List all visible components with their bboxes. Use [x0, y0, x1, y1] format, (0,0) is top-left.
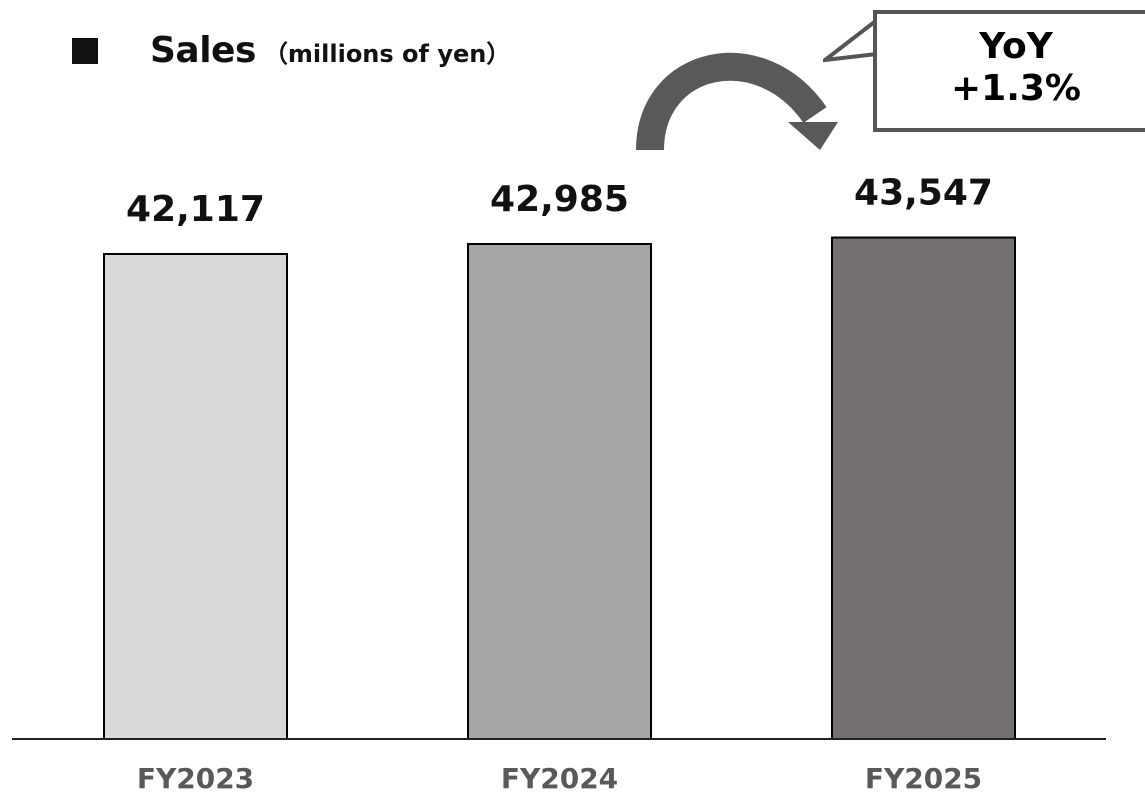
- callout-tail-icon: [823, 17, 877, 63]
- yoy-callout-label: YoY: [979, 26, 1053, 67]
- bars-group: [103, 236, 1016, 740]
- category-label-fy2025: FY2025: [865, 762, 982, 792]
- value-label-fy2025: 43,547: [854, 173, 993, 214]
- value-label-fy2024: 42,985: [490, 179, 629, 220]
- bar-fy2023: [103, 253, 288, 740]
- chart-header: Sales （millions of yen）: [72, 30, 510, 80]
- bar-fy2024: [467, 243, 652, 740]
- chart-title: Sales: [150, 30, 256, 71]
- yoy-callout-value: +1.3%: [950, 68, 1081, 109]
- category-label-fy2024: FY2024: [501, 762, 618, 792]
- chart-unit: （millions of yen）: [263, 40, 511, 68]
- category-labels-group: FY2023 FY2024 FY2025: [137, 762, 982, 792]
- category-label-fy2023: FY2023: [137, 762, 254, 792]
- bar-fy2025: [831, 236, 1016, 740]
- square-bullet-icon: [72, 38, 98, 64]
- value-labels-group: 42,117 42,985 43,547: [126, 173, 993, 230]
- yoy-arrowhead-icon: [788, 122, 838, 150]
- value-label-fy2023: 42,117: [126, 189, 265, 230]
- yoy-arrow-icon: [636, 52, 827, 151]
- yoy-callout: YoY +1.3%: [873, 10, 1145, 132]
